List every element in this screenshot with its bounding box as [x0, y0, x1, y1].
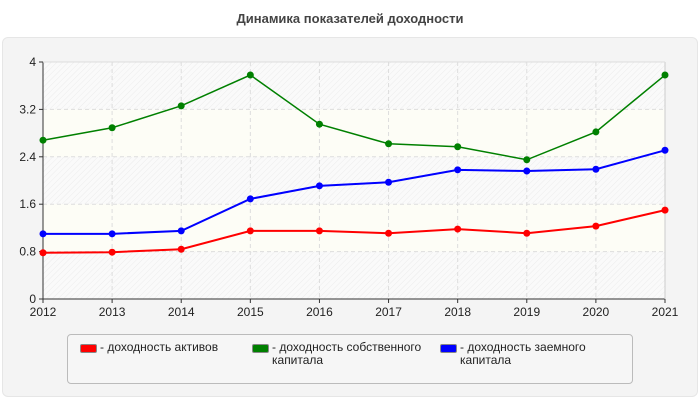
data-point: [454, 225, 462, 233]
series-line: [43, 149, 666, 235]
x-tick-label: 2012: [30, 305, 57, 319]
y-tick-label: 1.6: [19, 197, 36, 211]
x-tick-label: 2019: [513, 305, 540, 319]
data-point: [661, 206, 669, 214]
legend-swatch-red: [80, 344, 97, 353]
plot-band: [43, 204, 665, 252]
data-point: [246, 195, 254, 203]
data-point: [315, 120, 323, 128]
chart-title: Динамика показателей доходности: [236, 11, 464, 26]
data-point: [661, 71, 669, 79]
y-tick-label: 3.2: [19, 102, 36, 116]
y-tick-label: 2.4: [19, 150, 36, 164]
data-point: [108, 230, 116, 238]
data-point: [177, 102, 185, 110]
legend-swatch-green: [252, 344, 269, 353]
data-point: [385, 178, 393, 186]
x-tick-label: 2013: [99, 305, 126, 319]
y-tick-label: 0: [29, 292, 36, 306]
series-line: [42, 74, 666, 161]
data-point: [523, 167, 531, 175]
data-point: [108, 124, 116, 132]
data-point: [385, 229, 393, 237]
data-point: [454, 166, 462, 174]
data-point: [315, 227, 323, 235]
x-tick-label: 2017: [375, 305, 402, 319]
legend-label: - доходность заемного капитала: [460, 340, 586, 367]
data-point: [246, 227, 254, 235]
series-line: [42, 209, 666, 254]
x-tick-label: 2014: [168, 305, 195, 319]
x-tick-label: 2015: [237, 305, 264, 319]
legend: - доходность активов - доходность собств…: [67, 334, 633, 384]
data-point: [39, 136, 47, 144]
data-point: [661, 146, 669, 154]
data-point: [246, 71, 254, 79]
data-point: [177, 227, 185, 235]
legend-swatch-blue: [440, 344, 457, 353]
legend-item-assets[interactable]: - доходность активов: [80, 341, 260, 354]
plot-area: [43, 62, 665, 299]
legend-label: - доходность собственного капитала: [272, 340, 422, 367]
legend-item-equity[interactable]: - доходность собственного капитала: [252, 341, 437, 367]
data-point: [177, 245, 185, 253]
x-tick-label: 2021: [652, 305, 679, 319]
data-point: [592, 165, 600, 173]
data-point: [385, 140, 393, 148]
legend-label: - доходность активов: [100, 340, 219, 354]
data-point: [39, 249, 47, 257]
y-tick-label: 0.8: [19, 245, 36, 259]
y-tick-label: 4: [29, 55, 36, 69]
x-tick-label: 2020: [583, 305, 610, 319]
x-tick-label: 2018: [444, 305, 471, 319]
data-point: [39, 230, 47, 238]
legend-item-debt[interactable]: - доходность заемного капитала: [440, 341, 605, 367]
data-point: [523, 229, 531, 237]
data-point: [523, 156, 531, 164]
plot-band: [43, 109, 665, 157]
data-point: [592, 128, 600, 136]
data-point: [454, 143, 462, 151]
data-point: [108, 248, 116, 256]
x-tick-label: 2016: [306, 305, 333, 319]
data-point: [592, 222, 600, 230]
data-point: [315, 182, 323, 190]
